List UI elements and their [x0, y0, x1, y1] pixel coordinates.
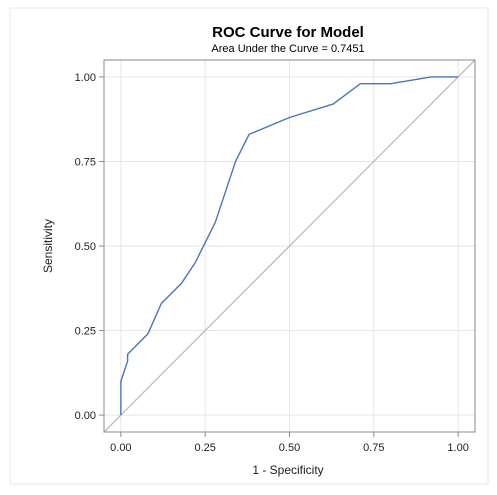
x-tick-label: 0.00 — [110, 442, 131, 454]
y-axis-label: Sensitivity — [41, 219, 55, 273]
x-axis-label: 1 - Specificity — [252, 463, 323, 477]
x-tick-label: 0.25 — [194, 442, 215, 454]
chart-title: ROC Curve for Model — [212, 24, 364, 41]
y-tick-label: 1.00 — [75, 72, 96, 84]
axis-layer: 0.00 0.25 0.50 0.75 1.00 0.00 0.25 0.50 0.75 1.00 — [75, 72, 469, 454]
x-tick-label: 0.50 — [279, 442, 300, 454]
roc-curve-line — [120, 76, 459, 416]
x-tick-label: 1.00 — [447, 442, 468, 454]
y-tick-label: 0.50 — [75, 241, 96, 253]
y-tick-label: 0.25 — [75, 326, 96, 338]
y-tick-label: 0.00 — [75, 410, 96, 422]
chart-subtitle: Area Under the Curve = 0.7451 — [211, 43, 364, 55]
x-tick-label: 0.75 — [363, 442, 384, 454]
reference-diagonal-line — [103, 59, 476, 433]
y-tick-label: 0.75 — [75, 156, 96, 168]
series-layer — [103, 59, 476, 433]
grid — [104, 60, 475, 432]
